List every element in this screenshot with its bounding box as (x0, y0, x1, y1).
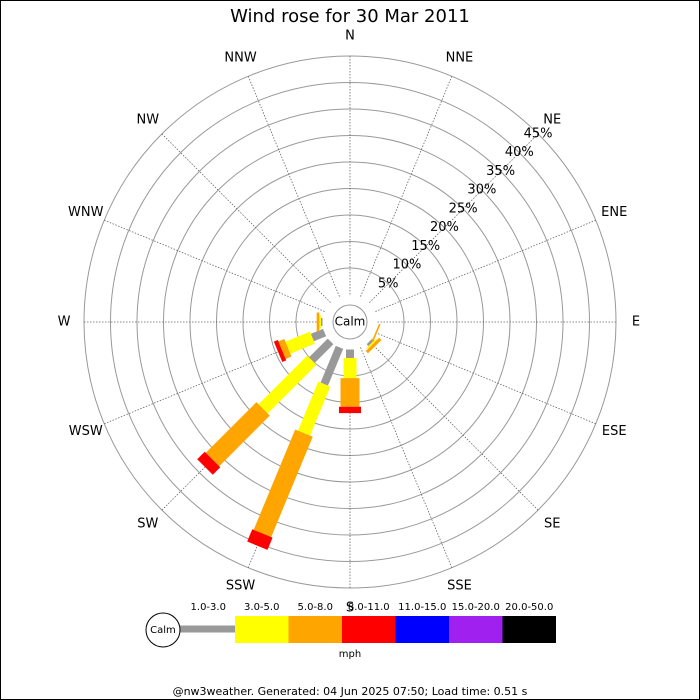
direction-label: SW (137, 517, 158, 532)
ring-label: 10% (392, 258, 421, 273)
legend-swatch (395, 616, 449, 643)
bar-segment (320, 318, 323, 326)
legend-swatch (449, 616, 503, 643)
spoke (360, 76, 453, 297)
direction-label: SSW (226, 579, 256, 594)
footer: @nw3weather. Generated: 04 Jun 2025 07:5… (173, 685, 528, 698)
direction-label: WNW (68, 205, 104, 220)
spoke (247, 76, 340, 297)
direction-label: NNW (224, 50, 256, 65)
legend-label: 8.0-11.0 (348, 602, 390, 613)
legend-label: 1.0-3.0 (191, 602, 226, 613)
legend-label: 5.0-8.0 (298, 602, 333, 613)
legend-calm (145, 612, 181, 648)
ring-label: 30% (467, 183, 496, 198)
bar-segment (316, 312, 320, 332)
legend-calm-label: Calm (150, 625, 176, 636)
calm-label: Calm (335, 315, 366, 329)
legend-label: 11.0-15.0 (398, 602, 446, 613)
spoke (360, 347, 453, 568)
rose: N NNE NE ENE E ESE SE SSE S SSW SW WSW W WNW NW NNW Calm… (58, 29, 641, 616)
legend-label: 15.0-20.0 (452, 602, 500, 613)
bar-segment (366, 338, 378, 350)
bar-segment (247, 529, 273, 550)
bar-segment (319, 315, 321, 329)
bar-segment (285, 331, 315, 354)
ring-label: 5% (378, 276, 399, 291)
direction-label: S (346, 601, 354, 616)
legend-swatch (502, 616, 556, 643)
ring-label: 40% (505, 145, 534, 160)
direction-label: WSW (69, 424, 103, 439)
direction-label: NNE (446, 50, 474, 65)
bar-segment (273, 340, 287, 362)
bar-segment (297, 381, 331, 436)
bar-segment (339, 406, 361, 414)
bar-segment (365, 337, 382, 354)
ring (136, 108, 564, 536)
direction-label: NW (136, 112, 159, 127)
ring-label: 45% (524, 126, 553, 141)
direction-label: W (58, 315, 71, 330)
bar-segment (371, 323, 381, 342)
bar-segment (346, 349, 354, 358)
legend-swatch (235, 616, 289, 643)
bar-segment (253, 429, 313, 538)
bar-segment (197, 451, 221, 475)
direction-label: SSE (447, 579, 472, 594)
bar-segment (343, 357, 357, 379)
units-label: mph (339, 649, 361, 660)
ring-label: 20% (430, 220, 459, 235)
calm-circle (332, 304, 368, 340)
legend-label: 20.0-50.0 (505, 602, 553, 613)
bar-segment (308, 338, 334, 364)
ring-label: 25% (449, 201, 478, 216)
bar-segment (320, 345, 344, 386)
spoke (161, 133, 331, 303)
bar-segment (258, 355, 317, 414)
ring-label: 35% (486, 164, 515, 179)
direction-label: NE (543, 112, 561, 127)
bar-segment (278, 338, 292, 359)
spoke (369, 341, 539, 511)
spoke (375, 219, 596, 312)
chart-title: Wind rose for 30 Mar 2011 (230, 6, 470, 27)
bar-segment (205, 402, 270, 467)
legend-swatch (342, 616, 396, 643)
bar-segment (340, 378, 360, 407)
legend: Calm 1.0-3.0 3.0-5.0 5.0-8.0 8.0-11.0 11.0-15… (145, 602, 556, 660)
spoke (104, 219, 325, 312)
spoke (375, 332, 596, 425)
direction-label: E (632, 315, 640, 330)
direction-label: SE (544, 517, 560, 532)
direction-label: N (345, 29, 355, 44)
legend-swatch (288, 616, 342, 643)
spoke (369, 133, 539, 303)
bar-segment (310, 328, 327, 342)
ring (110, 82, 590, 562)
ring-label: 15% (411, 239, 440, 254)
direction-label: ESE (602, 424, 627, 439)
legend-label: 3.0-5.0 (244, 602, 279, 613)
direction-label: ENE (601, 205, 627, 220)
